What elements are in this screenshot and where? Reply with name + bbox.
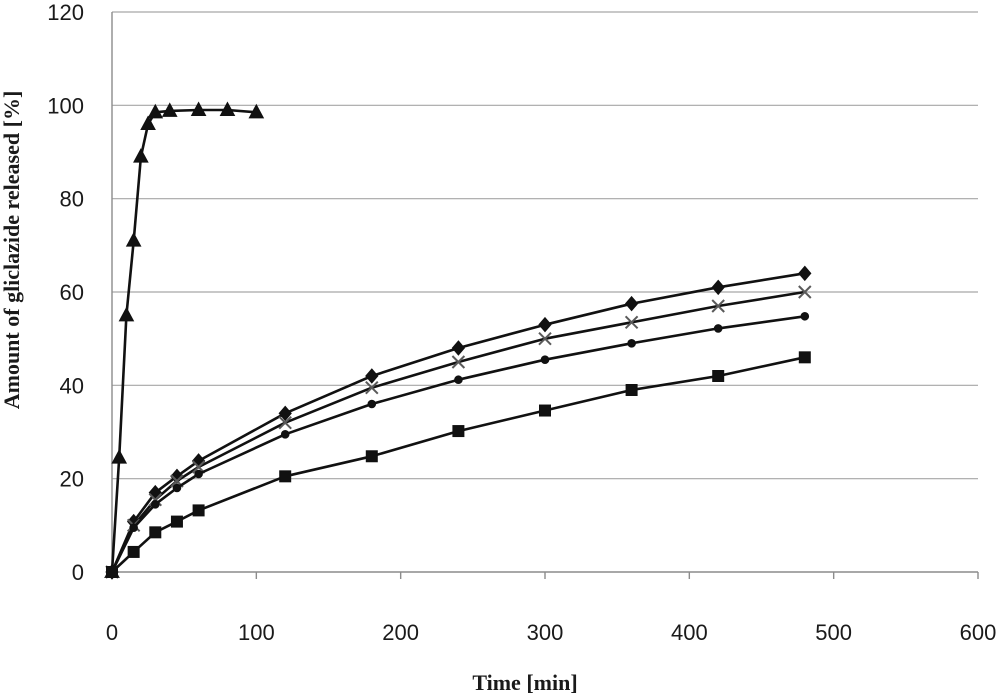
data-point (624, 295, 639, 312)
data-point (538, 331, 552, 346)
y-tick-label: 0 (72, 560, 84, 585)
x-axis-title: Time [min] (472, 670, 577, 695)
data-point (149, 526, 162, 539)
data-point (127, 545, 140, 558)
series-triangle (104, 101, 265, 578)
data-point (125, 232, 142, 247)
data-point (194, 469, 203, 479)
data-point (151, 500, 160, 509)
data-point (798, 351, 811, 364)
y-tick-label: 80 (60, 187, 84, 212)
data-point (367, 399, 377, 409)
data-point (539, 404, 551, 417)
data-point (219, 101, 236, 116)
data-point (279, 470, 292, 483)
x-tick-label: 300 (527, 620, 564, 645)
data-point (624, 315, 639, 330)
data-point (133, 148, 149, 163)
data-point (147, 103, 164, 119)
data-point (192, 504, 205, 517)
series-group (104, 101, 812, 580)
data-point (129, 523, 138, 532)
series-line-triangle (110, 108, 257, 573)
data-point (365, 450, 378, 463)
data-point (540, 355, 550, 364)
data-point (111, 449, 128, 464)
tick-labels: 0 20 40 60 80 100 120 0 100 200 300 400 500 600 (47, 0, 996, 645)
y-tick-label: 120 (47, 0, 84, 25)
data-point (248, 103, 265, 119)
x-tick-label: 200 (382, 620, 419, 645)
data-point (538, 316, 552, 333)
series-line-diamond (110, 272, 806, 573)
data-point (451, 355, 466, 369)
data-point (454, 375, 463, 385)
data-point (172, 483, 182, 493)
data-point (161, 102, 178, 117)
data-point (280, 430, 290, 439)
data-point (713, 324, 723, 333)
data-point (798, 285, 812, 299)
data-point (711, 279, 725, 296)
x-tick-label: 600 (960, 620, 997, 645)
y-tick-label: 40 (60, 373, 84, 398)
x-tick-label: 100 (238, 620, 275, 645)
data-point (140, 115, 156, 130)
data-point (712, 370, 725, 382)
data-point (452, 425, 465, 438)
data-point (170, 515, 183, 528)
y-axis-title: Amount of gliclazide released [%] (0, 91, 24, 410)
y-tick-label: 60 (60, 280, 84, 305)
x-tick-label: 0 (106, 620, 118, 645)
data-point (365, 368, 379, 384)
series-square (106, 351, 811, 578)
data-point (627, 339, 636, 348)
data-point (711, 299, 725, 313)
data-point (451, 340, 466, 356)
series-diamond (105, 265, 812, 580)
series-line-circle (110, 315, 805, 573)
data-point (190, 101, 207, 116)
data-point (278, 405, 292, 422)
y-tick-label: 100 (47, 93, 84, 118)
data-point (798, 265, 812, 282)
data-point (106, 566, 118, 578)
data-point (365, 380, 379, 395)
data-point (625, 384, 638, 396)
x-tick-label: 500 (815, 620, 852, 645)
data-point (118, 306, 135, 322)
data-point (800, 311, 810, 321)
axes (111, 12, 979, 579)
x-tick-label: 400 (671, 620, 708, 645)
data-point (278, 415, 292, 430)
y-tick-label: 20 (60, 467, 84, 492)
